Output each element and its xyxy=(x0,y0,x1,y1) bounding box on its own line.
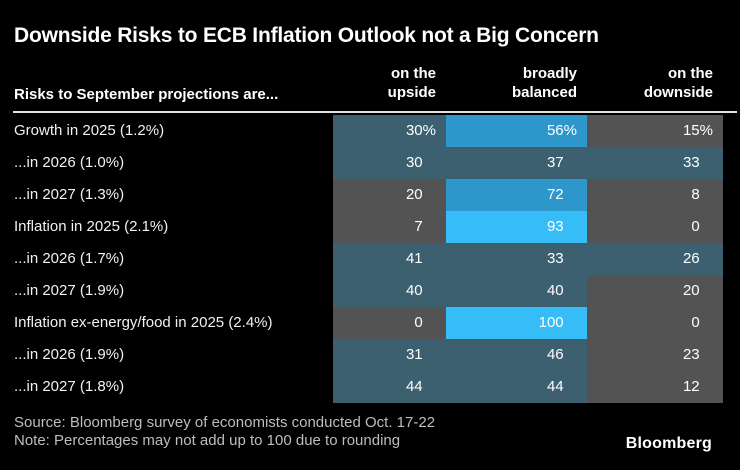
heatmap-cell: 15% xyxy=(587,115,723,147)
cell-value: 8 xyxy=(691,186,700,203)
table-row: Inflation ex-energy/food in 2025 (2.4%) 0… xyxy=(0,307,740,339)
cell-value: 7 xyxy=(414,218,423,235)
heatmap-cell: 37% xyxy=(446,147,587,179)
column-header-1: on the upside xyxy=(387,65,436,101)
cell-value: 56% xyxy=(546,122,577,139)
cell-value: 30 xyxy=(405,154,423,171)
heatmap-cell: 30% xyxy=(333,147,446,179)
row-label: ...in 2026 (1.0%) xyxy=(14,154,125,171)
cell-value: 0 xyxy=(414,314,423,331)
heatmap-cell: 44% xyxy=(446,371,587,403)
cell-value: 30% xyxy=(405,122,436,139)
cell-value: 33 xyxy=(682,154,700,171)
table-row: Inflation in 2025 (2.1%) 7%93%0% xyxy=(0,211,740,243)
heatmap-cell: 56% xyxy=(446,115,587,147)
row-label: ...in 2027 (1.3%) xyxy=(14,186,125,203)
row-label: ...in 2026 (1.7%) xyxy=(14,250,125,267)
row-label: Inflation ex-energy/food in 2025 (2.4%) xyxy=(14,314,273,331)
chart-title: Downside Risks to ECB Inflation Outlook … xyxy=(14,24,599,47)
heatmap-cell: 44% xyxy=(333,371,446,403)
heatmap-table: Growth in 2025 (1.2%) 30% 56% 15% ...in 2026… xyxy=(0,115,740,403)
column-header-3: on the downside xyxy=(643,65,713,101)
row-label: ...in 2027 (1.9%) xyxy=(14,282,125,299)
heatmap-cell: 20% xyxy=(587,275,723,307)
heatmap-cell: 8% xyxy=(587,179,723,211)
note-text: Note: Percentages may not add up to 100 … xyxy=(14,431,401,449)
header-divider xyxy=(13,111,737,113)
cell-value: 44 xyxy=(546,378,564,395)
footer: Source: Bloomberg survey of economists c… xyxy=(14,414,435,449)
cell-value: 40 xyxy=(546,282,564,299)
cell-value: 93 xyxy=(546,218,564,235)
heatmap-cell: 40% xyxy=(333,275,446,307)
heatmap-cell: 0% xyxy=(587,307,723,339)
table-row: Growth in 2025 (1.2%) 30% 56% 15% xyxy=(0,115,740,147)
heatmap-cell: 0% xyxy=(587,211,723,243)
heatmap-cell: 33% xyxy=(587,147,723,179)
cell-value: 31 xyxy=(405,346,423,363)
cell-value: 12 xyxy=(682,378,700,395)
table-row: ...in 2027 (1.3%) 20%72%8% xyxy=(0,179,740,211)
cell-value: 100 xyxy=(538,314,564,331)
row-label: ...in 2026 (1.9%) xyxy=(14,346,125,363)
row-label: ...in 2027 (1.8%) xyxy=(14,378,125,395)
column-header-2: broadly balanced xyxy=(511,65,577,101)
cell-value: 46 xyxy=(546,346,564,363)
cell-value: 0 xyxy=(691,218,700,235)
cell-value: 37 xyxy=(546,154,564,171)
cell-value: 0 xyxy=(691,314,700,331)
cell-value: 72 xyxy=(546,186,564,203)
cell-value: 15% xyxy=(682,122,713,139)
heatmap-cell: 12% xyxy=(587,371,723,403)
column-headers: on the upside broadly balanced on the downsid… xyxy=(0,60,740,102)
table-row: ...in 2027 (1.9%)40%40%20% xyxy=(0,275,740,307)
table-row: ...in 2026 (1.9%) 31%46%23% xyxy=(0,339,740,371)
row-label: Growth in 2025 (1.2%) xyxy=(14,122,165,139)
heatmap-cell: 23% xyxy=(587,339,723,371)
cell-value: 41 xyxy=(405,250,423,267)
cell-value: 20 xyxy=(405,186,423,203)
heatmap-cell: 41% xyxy=(333,243,446,275)
heatmap-cell: 20% xyxy=(333,179,446,211)
heatmap-cell: 30% xyxy=(333,115,446,147)
table-row: ...in 2026 (1.0%) 30%37%33% xyxy=(0,147,740,179)
cell-value: 20 xyxy=(682,282,700,299)
cell-value: 40 xyxy=(405,282,423,299)
heatmap-cell: 46% xyxy=(446,339,587,371)
row-label: Inflation in 2025 (2.1%) xyxy=(14,218,169,235)
table-row: ...in 2026 (1.7%) 41%33%26% xyxy=(0,243,740,275)
heatmap-cell: 7% xyxy=(333,211,446,243)
bloomberg-logo: Bloomberg xyxy=(625,435,712,452)
heatmap-cell: 33% xyxy=(446,243,587,275)
heatmap-cell: 40% xyxy=(446,275,587,307)
heatmap-cell: 100% xyxy=(446,307,587,339)
row-header-label: Risks to September projections are... xyxy=(14,86,279,103)
table-row: ...in 2027 (1.8%)44%44%12% xyxy=(0,371,740,403)
cell-value: 26 xyxy=(682,250,700,267)
source-text: Source: Bloomberg survey of economists c… xyxy=(14,414,436,431)
heatmap-cell: 31% xyxy=(333,339,446,371)
heatmap-cell: 93% xyxy=(446,211,587,243)
heatmap-cell: 26% xyxy=(587,243,723,275)
heatmap-cell: 72% xyxy=(446,179,587,211)
cell-value: 23 xyxy=(682,346,700,363)
cell-value: 44 xyxy=(405,378,423,395)
heatmap-cell: 0% xyxy=(333,307,446,339)
cell-value: 33 xyxy=(546,250,564,267)
